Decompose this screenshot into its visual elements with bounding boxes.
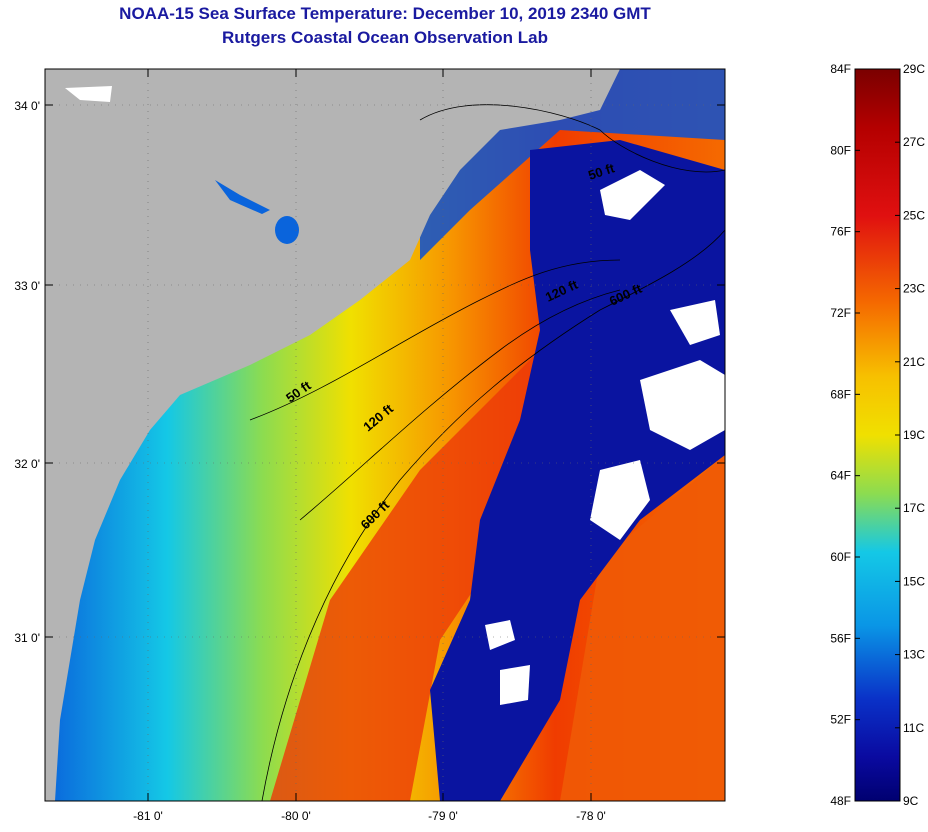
lon-tick-label: -79 0' [428, 809, 458, 823]
colorbar [854, 68, 901, 802]
lake [215, 180, 270, 214]
lat-tick-label: 33 0' [14, 279, 40, 293]
map-panel: 50 ft 120 ft 600 ft 50 ft 120 ft 600 ft [45, 69, 725, 801]
colorbar-f-label: 64F [830, 469, 851, 483]
lon-tick-label: -78 0' [576, 809, 606, 823]
cloud-patch [640, 360, 725, 450]
colorbar-c-label: 23C [903, 282, 925, 296]
map-title: NOAA-15 Sea Surface Temperature: Decembe… [119, 4, 651, 23]
colorbar-f-label: 76F [830, 225, 851, 239]
colorbar-c-label: 21C [903, 355, 925, 369]
cloud-patch [670, 300, 720, 345]
lat-tick-label: 31 0' [14, 631, 40, 645]
colorbar-c-label: 13C [903, 648, 925, 662]
colorbar-c-label: 27C [903, 135, 925, 149]
colorbar-c-label: 9C [903, 794, 919, 808]
contour-600ft [261, 229, 725, 801]
cloud-patch [65, 86, 112, 102]
colorbar-c-label: 11C [903, 721, 924, 735]
lon-tick-label: -80 0' [281, 809, 311, 823]
map-subtitle: Rutgers Coastal Ocean Observation Lab [222, 28, 548, 47]
colorbar-c-label: 29C [903, 62, 925, 76]
lat-tick-label: 34 0' [14, 99, 40, 113]
colorbar-f-label: 72F [830, 306, 851, 320]
contour-50ft [249, 259, 621, 421]
lake [275, 216, 299, 244]
graticule [45, 69, 725, 801]
cloud-patch [485, 620, 515, 650]
axis-ticks [45, 69, 725, 801]
colorbar-f-label: 84F [830, 62, 851, 76]
colorbar-fahrenheit-labels: 84F 80F 76F 72F 68F 64F 60F 56F 52F 48F [830, 62, 851, 808]
colorbar-celsius-labels: 29C 27C 25C 23C 21C 19C 17C 15C 13C 11C 9C [903, 62, 925, 808]
colorbar-f-label: 48F [830, 794, 851, 808]
colorbar-c-label: 25C [903, 208, 925, 222]
colorbar-f-label: 80F [830, 143, 851, 157]
contour-120ft [299, 289, 621, 521]
offshore-warm-water [560, 455, 725, 801]
cloud-patch [590, 460, 650, 540]
colorbar-f-label: 52F [830, 713, 851, 727]
lon-tick-label: -81 0' [133, 809, 163, 823]
map-frame [44, 68, 726, 802]
cloud-patch [500, 665, 530, 705]
colorbar-ticks [855, 68, 900, 802]
colorbar-f-label: 60F [830, 550, 851, 564]
cloud-patch [600, 170, 665, 220]
colorbar-f-label: 68F [830, 387, 851, 401]
land-mass [45, 69, 620, 801]
colorbar-c-label: 15C [903, 574, 925, 588]
colorbar-c-label: 17C [903, 501, 925, 515]
colorbar-f-label: 56F [830, 631, 851, 645]
lat-tick-label: 32 0' [14, 457, 40, 471]
contour-50ft [419, 104, 725, 173]
colorbar-c-label: 19C [903, 428, 925, 442]
